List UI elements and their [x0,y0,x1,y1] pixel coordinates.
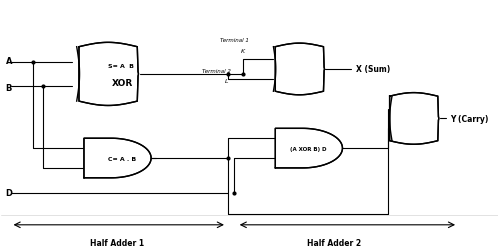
Text: B: B [6,84,12,93]
Text: L: L [225,78,228,83]
Text: Half Adder 1: Half Adder 1 [90,238,144,248]
Text: (A XOR B) D: (A XOR B) D [290,146,326,151]
Polygon shape [390,93,438,145]
Text: Terminal 1: Terminal 1 [220,38,248,43]
Text: A: A [6,56,12,66]
Text: Y (Carry): Y (Carry) [450,114,489,124]
Text: K: K [240,49,245,54]
Text: Half Adder 2: Half Adder 2 [306,238,361,248]
Text: XOR: XOR [112,79,133,88]
Polygon shape [276,44,324,96]
Polygon shape [276,129,342,168]
Polygon shape [84,139,151,178]
Text: Terminal 2: Terminal 2 [202,68,232,73]
Text: C= A . B: C= A . B [108,156,136,161]
Text: S= A  B: S= A B [108,64,134,68]
Polygon shape [79,43,138,106]
Text: D: D [6,188,12,197]
Text: X (Sum): X (Sum) [356,65,390,74]
